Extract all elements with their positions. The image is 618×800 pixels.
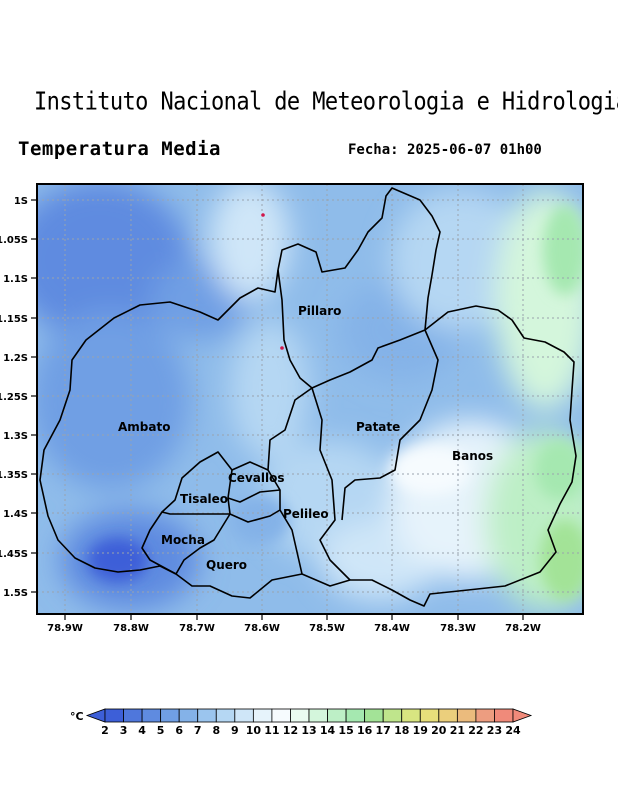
label-tisaleo: Tisaleo	[180, 492, 228, 506]
legend-swatch	[308, 708, 328, 723]
label-quero: Quero	[206, 558, 247, 572]
legend-label: 7	[194, 724, 202, 737]
product-title: Temperatura Media	[18, 138, 221, 160]
legend-low-arrow	[85, 708, 106, 723]
province-outline	[39, 187, 577, 607]
label-cevallos: Cevallos	[228, 471, 284, 485]
y-tick-label: 1.45S	[0, 549, 28, 560]
institute-title: Instituto Nacional de Meteorologia e Hid…	[34, 88, 618, 116]
label-patate: Patate	[356, 420, 400, 434]
label-ambato: Ambato	[118, 420, 170, 434]
grid-lines	[37, 184, 583, 614]
y-tick-label: 1.1S	[3, 274, 28, 285]
label-pillaro: Pillaro	[298, 304, 341, 318]
x-tick-label: 78.7W	[179, 623, 215, 634]
legend-swatch	[160, 708, 180, 723]
legend-label: 2	[101, 724, 109, 737]
legend-label: 15	[338, 724, 353, 737]
label-banos: Banos	[452, 449, 493, 463]
legend-label: 6	[175, 724, 183, 737]
legend-swatch	[456, 708, 477, 723]
y-tick-label: 1S	[14, 196, 28, 207]
legend-swatch	[401, 708, 421, 723]
legend-label: 20	[431, 724, 447, 737]
legend-swatch	[178, 708, 199, 723]
legend-swatch	[419, 708, 440, 723]
legend-label: 9	[231, 724, 239, 737]
legend-label: 5	[157, 724, 165, 737]
x-tick-label: 78.5W	[309, 623, 345, 634]
legend-swatch	[327, 708, 347, 723]
legend-swatch	[494, 708, 514, 723]
legend-swatch	[345, 708, 366, 723]
y-tick-label: 1.05S	[0, 235, 28, 246]
legend-label: 3	[120, 724, 128, 737]
legend-swatch	[290, 708, 310, 723]
legend-label: 10	[246, 724, 262, 737]
legend-label: 24	[505, 724, 521, 737]
legend-unit: °C	[70, 710, 84, 723]
x-tick-label: 78.3W	[440, 623, 476, 634]
legend-swatch	[271, 708, 291, 723]
date-label: Fecha: 2025-06-07 01h00	[348, 142, 542, 158]
legend-label: 21	[450, 724, 465, 737]
legend-label: 18	[394, 724, 409, 737]
legend-swatch	[234, 708, 254, 723]
y-tick-label: 1.5S	[3, 588, 28, 599]
legend-label: 19	[413, 724, 428, 737]
legend-label: 13	[301, 724, 316, 737]
legend-label: 14	[320, 724, 336, 737]
legend-swatch	[475, 708, 495, 723]
legend-label: 11	[264, 724, 279, 737]
label-mocha: Mocha	[161, 533, 205, 547]
canton-boundaries	[39, 187, 577, 607]
legend-swatch	[104, 708, 124, 723]
color-legend: °C 2 3 4 5 6 7 8 9 10 11 12 13 14 15 16 17 18 19 20 21 22 23 2…	[70, 708, 533, 737]
y-tick-label: 1.25S	[0, 392, 28, 403]
y-tick-label: 1.4S	[3, 509, 28, 520]
y-tick-label: 1.15S	[0, 314, 28, 325]
legend-label: 4	[138, 724, 146, 737]
x-tick-label: 78.2W	[505, 623, 541, 634]
map-frame	[36, 183, 584, 615]
legend-swatch	[197, 708, 217, 723]
y-tick-label: 1.35S	[0, 470, 28, 481]
region-labels: Pillaro Ambato Patate Banos Cevallos Tis…	[118, 304, 493, 572]
y-tick-label: 1.3S	[3, 431, 28, 442]
legend-label: 17	[376, 724, 391, 737]
x-axis-labels: 78.9W 78.8W 78.7W 78.6W 78.5W 78.4W 78.3…	[47, 623, 541, 634]
y-tick-label: 1.2S	[3, 353, 28, 364]
legend-swatch	[141, 708, 162, 723]
temperature-field	[37, 184, 583, 614]
legend-swatch	[438, 708, 458, 723]
legend-swatch	[252, 708, 273, 723]
legend-label: 16	[357, 724, 373, 737]
legend-label: 8	[212, 724, 220, 737]
x-tick-label: 78.9W	[47, 623, 83, 634]
legend-swatch	[215, 708, 236, 723]
legend-swatch	[364, 708, 384, 723]
label-pelileo: Pelileo	[283, 507, 329, 521]
legend-swatch	[382, 708, 403, 723]
legend-swatch	[123, 708, 143, 723]
legend-high-arrow	[512, 708, 533, 723]
x-tick-label: 78.6W	[244, 623, 280, 634]
y-axis-labels: 1S 1.05S 1.1S 1.15S 1.2S 1.25S 1.3S 1.35…	[0, 196, 28, 599]
legend-label: 23	[487, 724, 502, 737]
x-tick-label: 78.8W	[113, 623, 149, 634]
legend-label: 12	[283, 724, 298, 737]
x-tick-label: 78.4W	[374, 623, 410, 634]
legend-label: 22	[468, 724, 483, 737]
